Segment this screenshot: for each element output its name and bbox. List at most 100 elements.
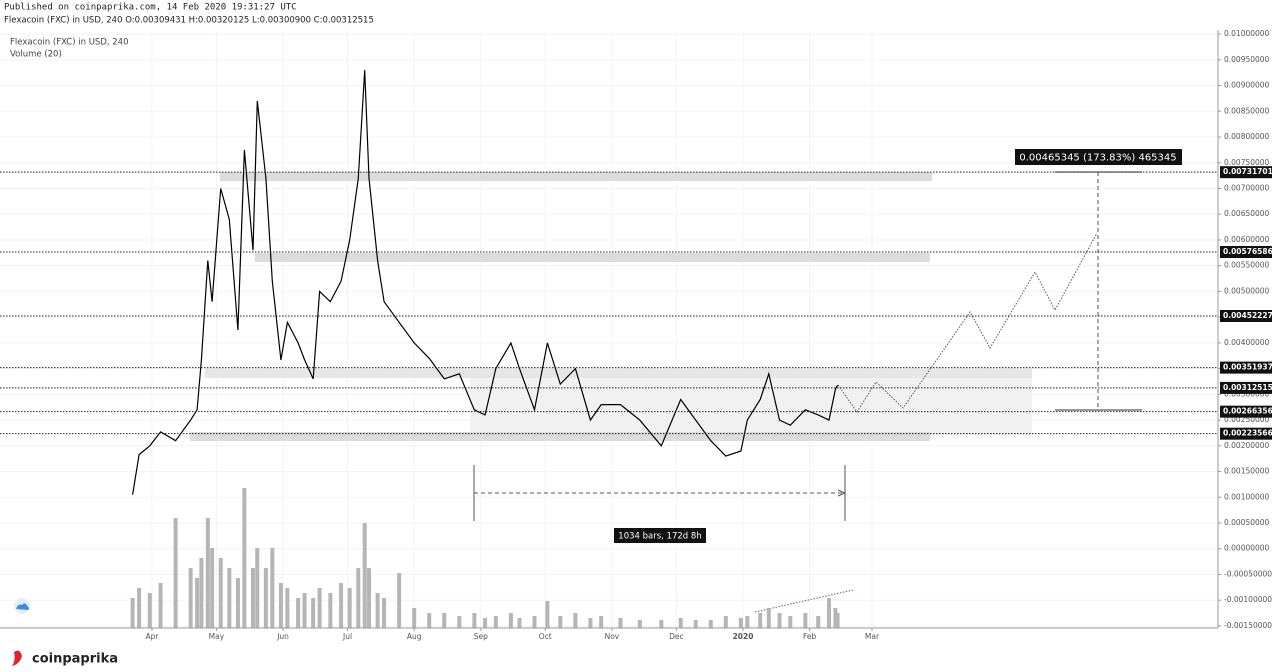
y-tick-label: -0.00050000 [1224, 569, 1272, 578]
volume-bar [803, 613, 808, 628]
volume-bar [457, 616, 462, 628]
level-label: 0.00312515 [1223, 383, 1273, 392]
volume-bar [199, 558, 204, 628]
volume-bar [412, 608, 417, 628]
x-tick-label: Jun [276, 632, 289, 641]
volume-bar [188, 568, 193, 628]
volume-bar [367, 568, 372, 628]
y-tick-label: 0.00750000 [1224, 158, 1270, 167]
price-line [132, 70, 839, 495]
volume-bar [302, 593, 307, 628]
volume-bar [195, 578, 200, 628]
annotation: 1034 bars, 172d 8h [618, 532, 701, 542]
y-tick-label: 0.00050000 [1224, 518, 1270, 527]
y-tick-label: 0.00100000 [1224, 492, 1270, 501]
y-tick-label: 0.00800000 [1224, 132, 1270, 141]
y-tick-label: -0.00100000 [1224, 595, 1272, 604]
volume-bar [255, 548, 260, 628]
volume-bar [558, 616, 563, 628]
volume-bar [599, 616, 604, 628]
y-tick-label: 0.00000000 [1224, 544, 1270, 553]
y-tick-label: 0.00950000 [1224, 55, 1270, 64]
x-tick-label: Jul [342, 632, 352, 641]
y-tick-label: 0.00650000 [1224, 209, 1270, 218]
volume-bar [517, 618, 522, 628]
x-tick-label: May [209, 632, 225, 641]
volume-bar [588, 618, 593, 628]
zone [205, 368, 1032, 378]
volume-bar [218, 558, 223, 628]
volume-bar [472, 613, 477, 628]
pepper [12, 650, 22, 666]
level-label-box [1220, 361, 1272, 374]
volume-bar [826, 598, 831, 628]
volume-bar [738, 618, 743, 628]
level-label: 0.00576586 [1223, 247, 1273, 256]
volume-bar [777, 613, 782, 628]
volume-bar [250, 568, 255, 628]
y-tick-label: 0.00500000 [1224, 286, 1270, 295]
volume-bar [816, 616, 821, 628]
level-label: 0.00266356 [1223, 407, 1273, 416]
volume-bar [356, 568, 361, 628]
volume-bar [835, 613, 840, 628]
volume-bar [723, 616, 728, 628]
volume-bar [339, 583, 344, 628]
volume-bar [362, 523, 367, 628]
level-label-box [1220, 246, 1272, 259]
annotation-box [1015, 149, 1182, 165]
volume-bar [397, 573, 402, 628]
volume-bar [263, 568, 268, 628]
arrow-head [837, 489, 847, 497]
volume-bar [745, 616, 750, 628]
volume-bar [205, 518, 210, 628]
volume-bar [693, 620, 698, 628]
x-tick-label: Mar [865, 632, 880, 641]
volume-bar [788, 616, 793, 628]
annotation: 0.00465345 (173.83%) 465345 [1019, 153, 1176, 164]
legend-entry: Flexacoin (FXC) in USD, 240 [10, 38, 129, 48]
volume-bar [758, 613, 763, 628]
legend-entry: Volume (20) [10, 50, 62, 60]
x-tick-label: Feb [803, 632, 817, 641]
volume-bar [708, 620, 713, 628]
volume-bar [158, 583, 163, 628]
level-label: 0.00351937 [1223, 363, 1273, 372]
plot [130, 70, 840, 628]
y-tick-label: 0.01000000 [1224, 29, 1270, 38]
volume-bar [328, 593, 333, 628]
level-label-box [1220, 310, 1272, 323]
x-tick-label: Dec [669, 632, 684, 641]
volume-bar [347, 588, 352, 628]
volume-bar [766, 608, 771, 628]
volume-bar [678, 618, 683, 628]
volume-bar [545, 601, 550, 628]
volume-bar [508, 613, 513, 628]
zone [470, 378, 1032, 435]
y-tick-label: 0.00900000 [1224, 81, 1270, 90]
grid [0, 31, 1218, 628]
x-tick-label: Apr [145, 632, 159, 641]
x-tick-label: 2020 [733, 632, 754, 641]
volume-bar [317, 588, 322, 628]
y-tick-label: 0.00700000 [1224, 183, 1270, 192]
x-tick-label: Aug [407, 632, 422, 641]
zone [190, 432, 930, 441]
y-tick-label: 0.00850000 [1224, 106, 1270, 115]
volume-bar [618, 618, 623, 628]
volume-bar [270, 548, 275, 628]
x-tick-label: Oct [539, 632, 552, 641]
level-label-box [1220, 381, 1272, 394]
volume-bar [493, 616, 498, 628]
volume-bar [427, 613, 432, 628]
volume-bar [210, 548, 215, 628]
level-label-box [1220, 427, 1272, 440]
level-label: 0.00731701 [1223, 167, 1273, 176]
symbol-line: Flexacoin (FXC) in USD, 240 O:0.00309431… [4, 16, 374, 26]
volume-bar [137, 588, 142, 628]
volume-bar [659, 620, 664, 628]
volume-bar [173, 518, 178, 628]
level-label-box [1220, 405, 1272, 418]
volume-bar [235, 578, 240, 628]
y-tick-label: 0.00200000 [1224, 441, 1270, 450]
